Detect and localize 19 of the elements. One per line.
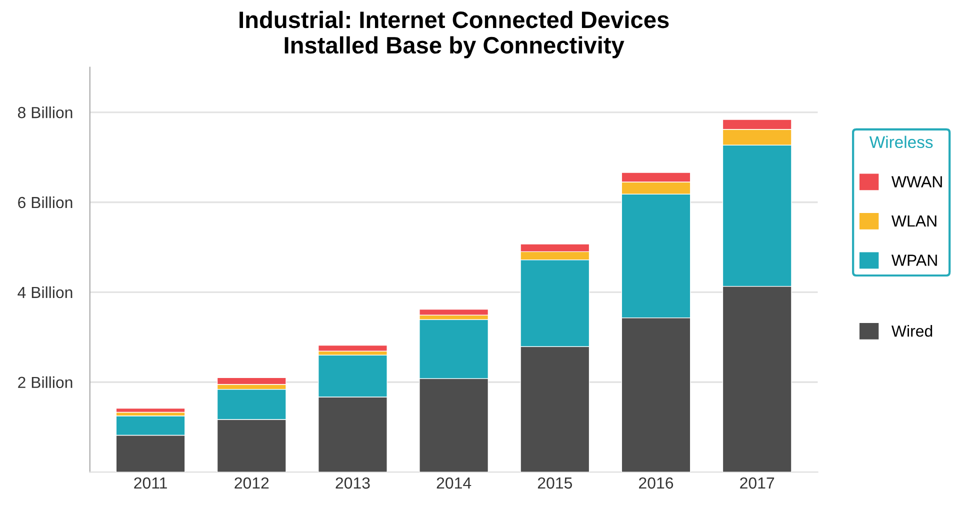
x-tick-label: 2017 — [740, 477, 774, 489]
legend-label: WLAN — [891, 216, 936, 227]
bar — [116, 408, 186, 413]
x-tick-label: 2013 — [336, 477, 370, 489]
x-tick-label: 2012 — [234, 477, 269, 489]
y-tick-label: 6 Billion — [18, 196, 72, 208]
bar — [318, 344, 388, 352]
chart-title: Industrial: Internet Connected Devices Installed Base by Connectivity — [240, 10, 669, 58]
legend-label: WWAN — [891, 176, 942, 188]
y-tick-label: 8 Billion — [18, 106, 72, 118]
x-tick-label: 2016 — [639, 477, 674, 489]
x-tick-label: 2011 — [134, 477, 167, 489]
x-tick-label: 2014 — [436, 477, 472, 489]
y-tick-label: 4 Billion — [18, 286, 72, 298]
legend-title: Wireless — [869, 136, 933, 148]
x-tick-label: 2015 — [538, 477, 572, 489]
y-tick-label: 2 Billion — [18, 376, 72, 388]
legend-label: WPAN — [891, 254, 937, 266]
legend-label: Wired — [891, 325, 932, 337]
